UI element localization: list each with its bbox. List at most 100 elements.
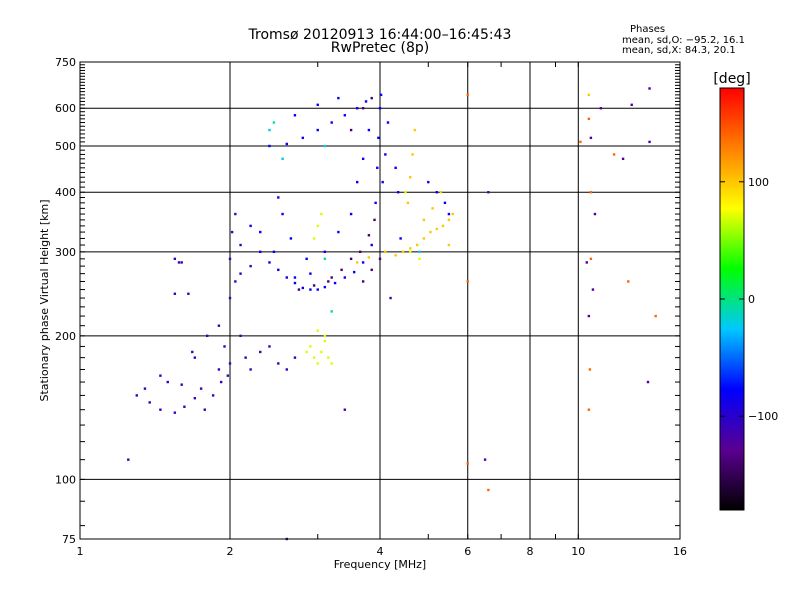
- echo-point: [173, 411, 177, 414]
- echo-point: [435, 191, 438, 194]
- echo-point: [223, 345, 226, 348]
- echo-point: [343, 408, 347, 411]
- echo-point: [389, 296, 392, 300]
- echo-point: [343, 276, 347, 279]
- echo-point: [217, 324, 221, 327]
- echo-point: [394, 166, 397, 170]
- y-tick-label: 500: [55, 140, 76, 153]
- y-tick-label: 600: [55, 102, 76, 115]
- chart-title: Tromsø 20120913 16:44:00–16:45:43: [248, 27, 512, 43]
- echo-point: [316, 362, 319, 365]
- echo-point: [376, 166, 379, 170]
- echo-point: [431, 207, 434, 210]
- echo-point: [293, 114, 297, 117]
- echo-point: [234, 280, 237, 283]
- echo-point: [330, 121, 333, 124]
- echo-point: [166, 380, 169, 384]
- echo-point: [285, 276, 288, 279]
- echo-point: [588, 368, 592, 371]
- x-tick-label: 1: [77, 545, 84, 558]
- echo-point: [333, 281, 337, 285]
- echo-point: [439, 191, 443, 194]
- echo-point: [309, 288, 312, 291]
- y-tick-label: 300: [55, 246, 76, 259]
- echo-point: [316, 224, 319, 228]
- echo-point: [340, 268, 343, 272]
- echo-point: [373, 218, 376, 222]
- echo-point: [447, 243, 451, 247]
- echo-point: [591, 288, 595, 291]
- x-tick-label: 4: [377, 545, 384, 558]
- echo-point: [293, 356, 297, 359]
- echo-point: [268, 144, 271, 148]
- echo-point: [268, 261, 271, 264]
- echo-point: [309, 345, 312, 348]
- echo-point: [135, 394, 138, 397]
- echo-point: [589, 257, 593, 261]
- echo-point: [418, 257, 421, 261]
- echo-point: [239, 272, 242, 275]
- y-tick-label: 400: [55, 186, 76, 199]
- echo-point: [370, 243, 373, 247]
- echo-point: [330, 362, 333, 365]
- echo-point: [193, 396, 197, 400]
- echo-point: [148, 401, 151, 404]
- echo-point: [646, 380, 650, 384]
- phases-stats-o: mean, sd,O: −95.2, 16.1: [622, 35, 745, 46]
- echo-point: [180, 383, 183, 386]
- echo-point: [451, 212, 455, 216]
- echo-point: [259, 250, 262, 254]
- y-tick-label: 100: [55, 473, 76, 486]
- echo-point: [337, 230, 340, 234]
- echo-point: [228, 257, 232, 261]
- echo-point: [239, 334, 242, 338]
- echo-point: [585, 261, 588, 264]
- echo-point: [404, 191, 407, 194]
- echo-point: [466, 280, 469, 283]
- echo-point: [203, 408, 206, 411]
- y-tick-label: 200: [55, 330, 76, 343]
- echo-point: [316, 103, 319, 107]
- echo-point: [159, 408, 162, 411]
- echo-point: [379, 93, 383, 97]
- echo-point: [466, 93, 469, 97]
- echo-point: [429, 230, 432, 234]
- echo-point: [593, 212, 597, 216]
- echo-point: [413, 128, 417, 132]
- y-axis-label: Stationary phase Virtual Height [km]: [38, 199, 51, 401]
- echo-point: [219, 380, 223, 384]
- echo-point: [422, 237, 426, 240]
- echo-point: [612, 153, 616, 156]
- echo-point: [441, 224, 445, 228]
- echo-point: [217, 368, 221, 371]
- echo-point: [277, 196, 280, 199]
- echo-point: [127, 458, 130, 461]
- echo-point: [349, 257, 353, 261]
- echo-point: [621, 157, 625, 161]
- echo-point: [301, 136, 305, 140]
- echo-point: [349, 128, 353, 132]
- echo-point: [293, 276, 297, 279]
- colorbar-tick-label: −100: [748, 410, 778, 423]
- echo-point: [305, 257, 308, 261]
- echo-point: [466, 462, 469, 465]
- echo-point: [648, 140, 651, 144]
- echo-point: [378, 107, 382, 110]
- echo-point: [443, 201, 447, 205]
- echo-point: [648, 87, 651, 90]
- phases-stats-x: mean, sd,X: 84.3, 20.1: [622, 45, 736, 56]
- echo-point: [305, 350, 308, 354]
- echo-point: [268, 128, 271, 132]
- echo-point: [180, 261, 183, 264]
- echo-point: [630, 103, 633, 107]
- echo-point: [327, 356, 330, 359]
- x-tick-label: 16: [673, 545, 687, 558]
- echo-point: [285, 142, 288, 146]
- echo-point: [384, 153, 387, 156]
- echo-point: [249, 264, 252, 268]
- echo-point: [289, 237, 293, 240]
- axis-ticks: 1 2 4 6 8 10 16 75 100 200 300 400 500 600 750: [55, 56, 687, 558]
- echo-point: [268, 345, 271, 348]
- echo-point: [587, 93, 591, 97]
- echo-point: [177, 261, 181, 264]
